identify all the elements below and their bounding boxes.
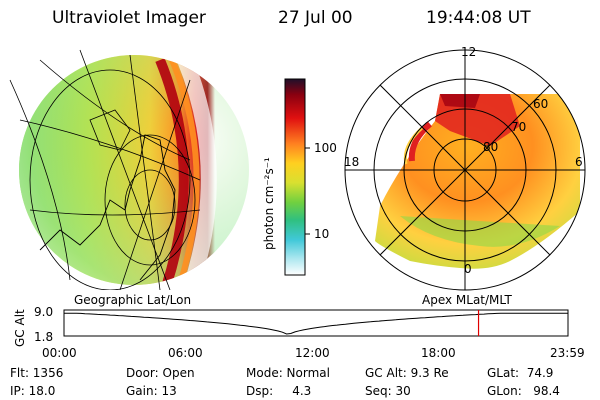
geographic-image [9, 49, 249, 290]
flt-value: Flt: 1356 [10, 366, 64, 380]
door-value: Door: Open [126, 366, 195, 380]
time-tick-1200: 12:00 [295, 346, 330, 360]
time-tick-0000: 00:00 [42, 346, 77, 360]
mlat-label-70: 70 [511, 120, 527, 134]
glon-value: GLon: 98.4 [487, 384, 560, 398]
ip-value: IP: 18.0 [10, 384, 56, 398]
color-scale-bar [284, 78, 310, 276]
mlt-label-6: 6 [575, 155, 583, 169]
gain-value: Gain: 13 [126, 384, 177, 398]
mlt-label-18: 18 [344, 155, 360, 169]
mlt-label-0: 0 [464, 262, 472, 276]
gc-alt-value: GC Alt: 9.3 Re [365, 366, 449, 380]
gc-alt-axis-label: GC Alt [13, 309, 27, 347]
mlat-label-60: 60 [533, 97, 549, 111]
time-tick-0600: 06:00 [168, 346, 203, 360]
geographic-lat-lon-title: Geographic Lat/Lon [74, 293, 192, 307]
image-date: 27 Jul 00 [278, 8, 353, 28]
polar-mlat-mlt-plot [344, 49, 586, 291]
mode-value: Mode: Normal [246, 366, 330, 380]
colorbar-tick-10: 10 [314, 227, 330, 241]
seq-value: Seq: 30 [365, 384, 411, 398]
gc-alt-tick-1-8: 1.8 [34, 330, 54, 344]
apex-mlat-mlt-title: Apex MLat/MLT [422, 293, 512, 307]
glat-value: GLat: 74.9 [487, 366, 554, 380]
image-time: 19:44:08 UT [426, 8, 531, 28]
time-tick-1800: 18:00 [421, 346, 456, 360]
colorbar-unit-label: photon cm⁻²s⁻¹ [262, 157, 276, 250]
dsp-value: Dsp: 4.3 [246, 384, 312, 398]
mlat-label-80: 80 [483, 140, 499, 154]
altitude-timeline-chart [63, 309, 569, 337]
time-tick-2359: 23:59 [550, 346, 585, 360]
gc-alt-tick-9: 9.0 [34, 305, 54, 319]
timeline-frame [63, 309, 569, 337]
instrument-title: Ultraviolet Imager [52, 8, 206, 28]
altitude-curve [64, 312, 568, 335]
mlt-label-12: 12 [461, 45, 477, 59]
colorbar-tick-100: 100 [314, 141, 337, 155]
